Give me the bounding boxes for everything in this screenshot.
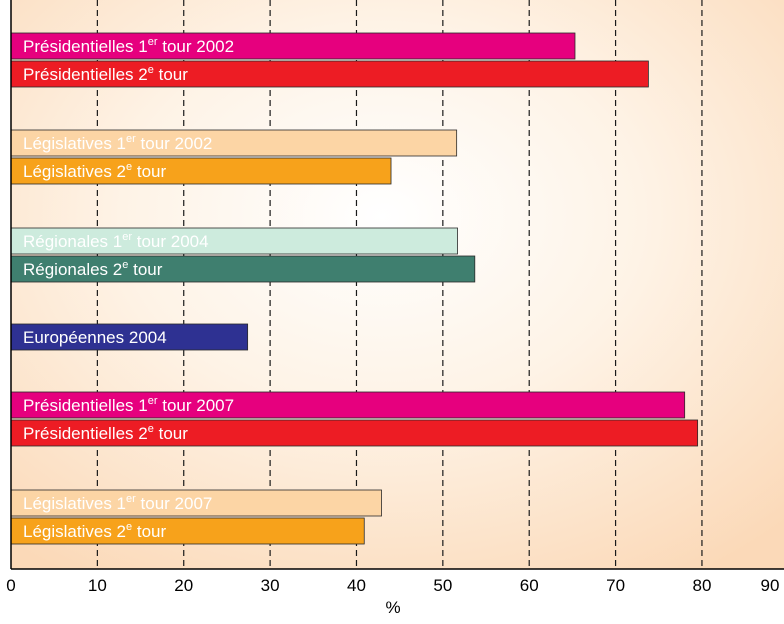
gridlines [96, 0, 703, 569]
x-ticks: 0 10 20 30 40 50 60 70 80 90 [6, 576, 779, 595]
bar-label-superscript: e [126, 521, 132, 533]
x-axis-label: % [385, 598, 400, 617]
bar-label: Présidentielles 1er tour 2002 [23, 36, 234, 56]
bar-label-main: Législatives 1 [23, 134, 126, 153]
bar-label-superscript: e [148, 64, 154, 76]
bar-label-tail: tour 2007 [158, 396, 235, 415]
bar [10, 323, 249, 351]
bar-label-superscript: er [148, 36, 158, 48]
x-tick-label: 20 [174, 576, 193, 595]
bar-label: Présidentielles 1er tour 2007 [23, 395, 234, 415]
bar-label-main: Régionales 1 [23, 232, 122, 251]
bar [10, 255, 476, 283]
bar-label: Présidentielles 2e tour [23, 64, 188, 84]
bar-label-superscript: e [148, 423, 154, 435]
x-tick-label: 70 [606, 576, 625, 595]
bar-label-superscript: er [126, 493, 136, 505]
x-tick-label: 30 [261, 576, 280, 595]
bar-label-main: Législatives 2 [23, 162, 126, 181]
bar-label-main: Présidentielles 1 [23, 396, 148, 415]
bar-label-superscript: er [122, 231, 132, 243]
bar-label-superscript: e [122, 259, 128, 271]
bar-label: Européennes 2004 [23, 328, 167, 347]
bar-label-main: Législatives 1 [23, 494, 126, 513]
bar [10, 32, 576, 60]
bar-label: Régionales 1er tour 2004 [23, 231, 209, 251]
bar-label: Législatives 1er tour 2002 [23, 133, 212, 153]
bar-label-main: Présidentielles 2 [23, 424, 148, 443]
x-tick-label: 40 [347, 576, 366, 595]
bar-label-superscript: er [126, 133, 136, 145]
x-tick-label: 0 [6, 576, 15, 595]
bar-label-main: Présidentielles 2 [23, 65, 148, 84]
bar [10, 517, 365, 545]
bar-label-tail: tour [154, 65, 188, 84]
bar-label-main: Européennes 2004 [23, 328, 167, 347]
bar-label-main: Présidentielles 1 [23, 37, 148, 56]
bar-label-tail: tour 2004 [132, 232, 209, 251]
x-tick-label: 50 [433, 576, 452, 595]
x-tick-label: 80 [692, 576, 711, 595]
bar [10, 60, 649, 88]
bar-label-main: Régionales 2 [23, 260, 122, 279]
bar-label-tail: tour [132, 162, 166, 181]
bar-label-superscript: er [148, 395, 158, 407]
bar [10, 419, 699, 447]
bar [10, 227, 458, 255]
bar-label: Présidentielles 2e tour [23, 423, 188, 443]
bar-label-main: Législatives 2 [23, 522, 126, 541]
bar-label-tail: tour 2007 [136, 494, 213, 513]
plot-background [11, 0, 784, 569]
bar-label-tail: tour [132, 522, 166, 541]
x-tick-label: 90 [761, 576, 780, 595]
bar-label-superscript: e [126, 161, 132, 173]
bars: Présidentielles 1er tour 2002Présidentie… [10, 32, 699, 545]
x-tick-label: 10 [88, 576, 107, 595]
x-tick-label: 60 [520, 576, 539, 595]
bar-label: Législatives 2e tour [23, 521, 166, 541]
bar-label-tail: tour [154, 424, 188, 443]
bar-label: Régionales 2e tour [23, 259, 163, 279]
bar-label: Législatives 2e tour [23, 161, 166, 181]
bar-label: Législatives 1er tour 2007 [23, 493, 212, 513]
bar-label-tail: tour 2002 [136, 134, 213, 153]
bar [10, 157, 392, 185]
bar-label-tail: tour [128, 260, 162, 279]
bar-label-tail: tour 2002 [158, 37, 235, 56]
